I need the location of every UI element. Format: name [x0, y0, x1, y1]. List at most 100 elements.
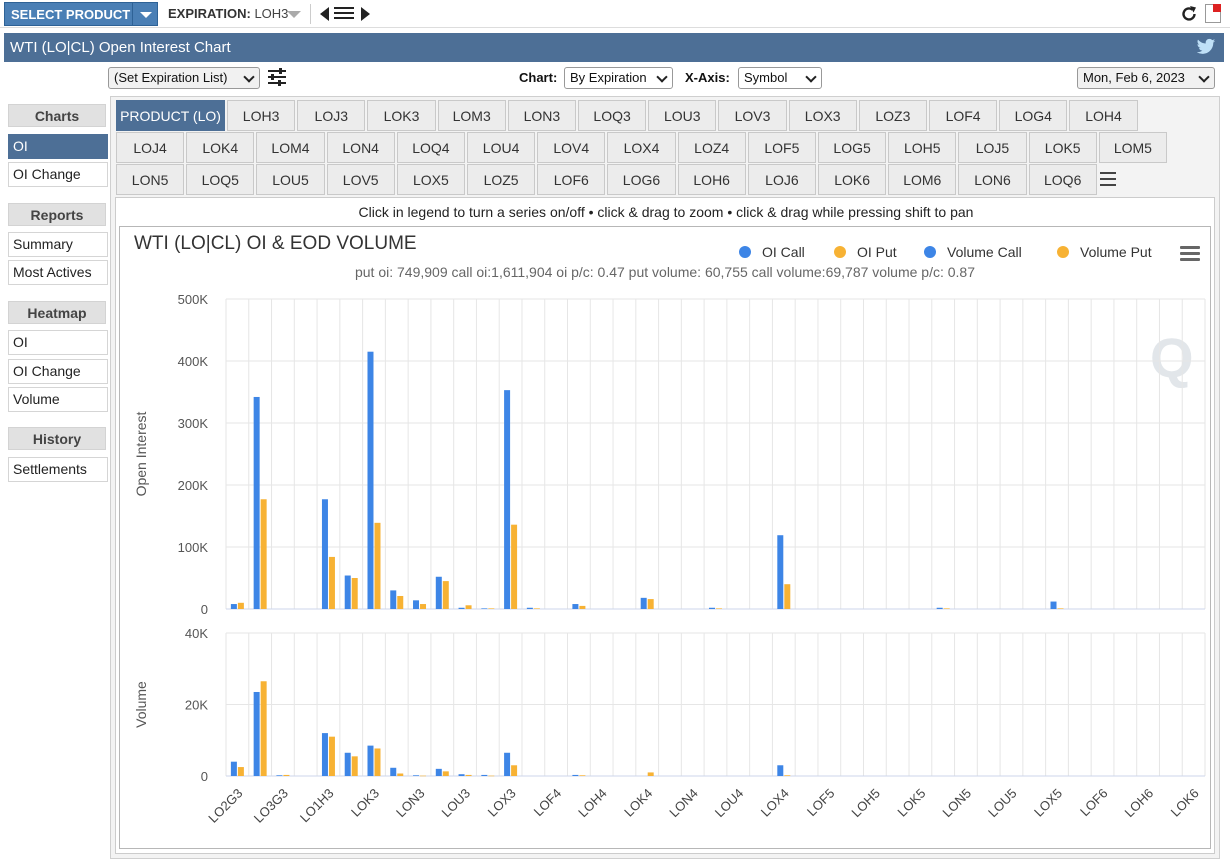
expiration-list-select[interactable]: (Set Expiration List)	[108, 67, 260, 89]
toolbar-divider	[310, 4, 311, 24]
tab-loh5[interactable]: LOH5	[888, 132, 957, 163]
tab-loz5[interactable]: LOZ5	[467, 164, 536, 195]
chart-hint: Click in legend to turn a series on/off …	[358, 204, 974, 220]
xaxis-select[interactable]: Symbol	[738, 67, 822, 89]
tab-lom4[interactable]: LOM4	[256, 132, 325, 163]
x-tick-label: LOK3	[348, 786, 382, 820]
select-product-button[interactable]: SELECT PRODUCT	[4, 2, 138, 26]
tab-lon3[interactable]: LON3	[507, 100, 576, 131]
tab-loj3[interactable]: LOJ3	[297, 100, 366, 131]
sidebar-item-oi-change[interactable]: OI Change	[8, 162, 108, 187]
tab-lof5[interactable]: LOF5	[747, 132, 816, 163]
tab-lou5[interactable]: LOU5	[256, 164, 325, 195]
tab-loq5[interactable]: LOQ5	[186, 164, 255, 195]
x-tick-label: LOX3	[485, 786, 519, 820]
tab-lon4[interactable]: LON4	[326, 132, 395, 163]
next-expiration-icon[interactable]	[361, 7, 370, 21]
tab-lok5[interactable]: LOK5	[1028, 132, 1097, 163]
tab-lom6[interactable]: LOM6	[888, 164, 957, 195]
legend-marker-volume-put[interactable]	[1057, 246, 1069, 258]
chart-menu-icon-line[interactable]	[1180, 252, 1200, 255]
sidebar-item-most-actives[interactable]: Most Actives	[8, 260, 108, 285]
tab-lom5[interactable]: LOM5	[1098, 132, 1167, 163]
tab-lov5[interactable]: LOV5	[326, 164, 395, 195]
bar-oi-call	[435, 576, 442, 609]
tab-log5[interactable]: LOG5	[818, 132, 887, 163]
chart-container: Click in legend to turn a series on/off …	[115, 197, 1230, 854]
tab-lon6[interactable]: LON6	[958, 164, 1027, 195]
tab-loq4[interactable]: LOQ4	[396, 132, 465, 163]
tab-loq6[interactable]: LOQ6	[1028, 164, 1097, 195]
tab-loj6[interactable]: LOJ6	[747, 164, 816, 195]
tab-loh4[interactable]: LOH4	[1069, 100, 1138, 131]
bar-oi-put	[442, 581, 449, 609]
tab-log4[interactable]: LOG4	[999, 100, 1068, 131]
tab-product-lo[interactable]: PRODUCT (LO)	[116, 100, 225, 131]
oi-volume-chart[interactable]: WTI (LO|CL) OI & EOD VOLUME put oi: 749,9…	[120, 227, 1230, 848]
tab-lok4[interactable]: LOK4	[186, 132, 255, 163]
legend-item-volume-call[interactable]: Volume Call	[947, 244, 1022, 260]
expiration-caret-icon[interactable]	[287, 11, 301, 18]
legend-item-oi-put[interactable]: OI Put	[857, 244, 897, 260]
x-tick-label: LOK4	[621, 786, 655, 820]
tab-loj4[interactable]: LOJ4	[116, 132, 185, 163]
legend-marker-volume-call[interactable]	[924, 246, 936, 258]
chart-menu-icon-line[interactable]	[1180, 258, 1200, 261]
chart-type-select[interactable]: By Expiration	[564, 67, 673, 89]
sidebar-item-heatmap-volume[interactable]: Volume	[8, 387, 108, 412]
tab-lou4[interactable]: LOU4	[467, 132, 536, 163]
chart-menu-icon[interactable]	[1180, 246, 1200, 249]
expiration-label: EXPIRATION:	[168, 6, 251, 21]
main-panel: PRODUCT (LO) LOH3 LOJ3 LOK3 LOM3 LON3 LOQ3 LOU3…	[110, 96, 1230, 859]
tab-loj5[interactable]: LOJ5	[958, 132, 1027, 163]
tab-loz3[interactable]: LOZ3	[858, 100, 927, 131]
select-product-dropdown-button[interactable]	[132, 2, 158, 26]
date-select[interactable]: Mon, Feb 6, 2023	[1077, 67, 1215, 89]
tab-log6[interactable]: LOG6	[607, 164, 676, 195]
legend-marker-oi-put[interactable]	[834, 246, 846, 258]
x-tick-label: LOX5	[1031, 786, 1065, 820]
sidebar-item-heatmap-oi[interactable]: OI	[8, 330, 108, 355]
tab-lov3[interactable]: LOV3	[718, 100, 787, 131]
bar-volume-call	[321, 733, 328, 776]
tab-lox3[interactable]: LOX3	[788, 100, 857, 131]
tab-lon5[interactable]: LON5	[116, 164, 185, 195]
tab-loz4[interactable]: LOZ4	[677, 132, 746, 163]
expiration-selector[interactable]: EXPIRATION: LOH3	[168, 6, 288, 21]
tab-lof4[interactable]: LOF4	[929, 100, 998, 131]
sidebar-item-summary[interactable]: Summary	[8, 232, 108, 257]
tab-lox5[interactable]: LOX5	[396, 164, 465, 195]
x-tick-label: LOU5	[985, 786, 1020, 821]
legend-marker-oi-call[interactable]	[739, 246, 751, 258]
sidebar-item-oi[interactable]: OI	[8, 134, 108, 159]
sidebar-item-settlements[interactable]: Settlements	[8, 457, 108, 482]
tabs-menu-icon[interactable]	[1097, 169, 1121, 189]
pdf-export-icon[interactable]	[1205, 4, 1221, 23]
tab-lom3[interactable]: LOM3	[437, 100, 506, 131]
sliders-icon[interactable]	[267, 68, 287, 86]
expiration-list-icon[interactable]	[334, 6, 356, 22]
tab-lok6[interactable]: LOK6	[818, 164, 887, 195]
sidebar-item-heatmap-oi-change[interactable]: OI Change	[8, 359, 108, 384]
tab-lou3[interactable]: LOU3	[648, 100, 717, 131]
previous-expiration-icon[interactable]	[320, 7, 329, 21]
chart-title: WTI (LO|CL) OI & EOD VOLUME	[134, 233, 417, 254]
tab-loh3[interactable]: LOH3	[227, 100, 296, 131]
tab-loq3[interactable]: LOQ3	[578, 100, 647, 131]
tab-lof6[interactable]: LOF6	[537, 164, 606, 195]
legend-item-oi-call[interactable]: OI Call	[762, 244, 805, 260]
refresh-icon[interactable]	[1180, 5, 1198, 23]
x-tick-label: LOH4	[575, 786, 610, 821]
tab-lok3[interactable]: LOK3	[367, 100, 436, 131]
legend-item-volume-put[interactable]: Volume Put	[1080, 244, 1152, 260]
y-tick-label: 40K	[185, 626, 208, 641]
tab-lov4[interactable]: LOV4	[537, 132, 606, 163]
page-title-bar: WTI (LO|CL) Open Interest Chart	[4, 33, 1224, 62]
tab-loh6[interactable]: LOH6	[677, 164, 746, 195]
twitter-icon[interactable]	[1196, 38, 1216, 56]
y-tick-label: 400K	[178, 354, 209, 369]
tab-lox4[interactable]: LOX4	[607, 132, 676, 163]
date-select-value: Mon, Feb 6, 2023	[1083, 70, 1185, 85]
bar-volume-call	[367, 745, 374, 776]
x-tick-label: LOU4	[712, 786, 747, 821]
